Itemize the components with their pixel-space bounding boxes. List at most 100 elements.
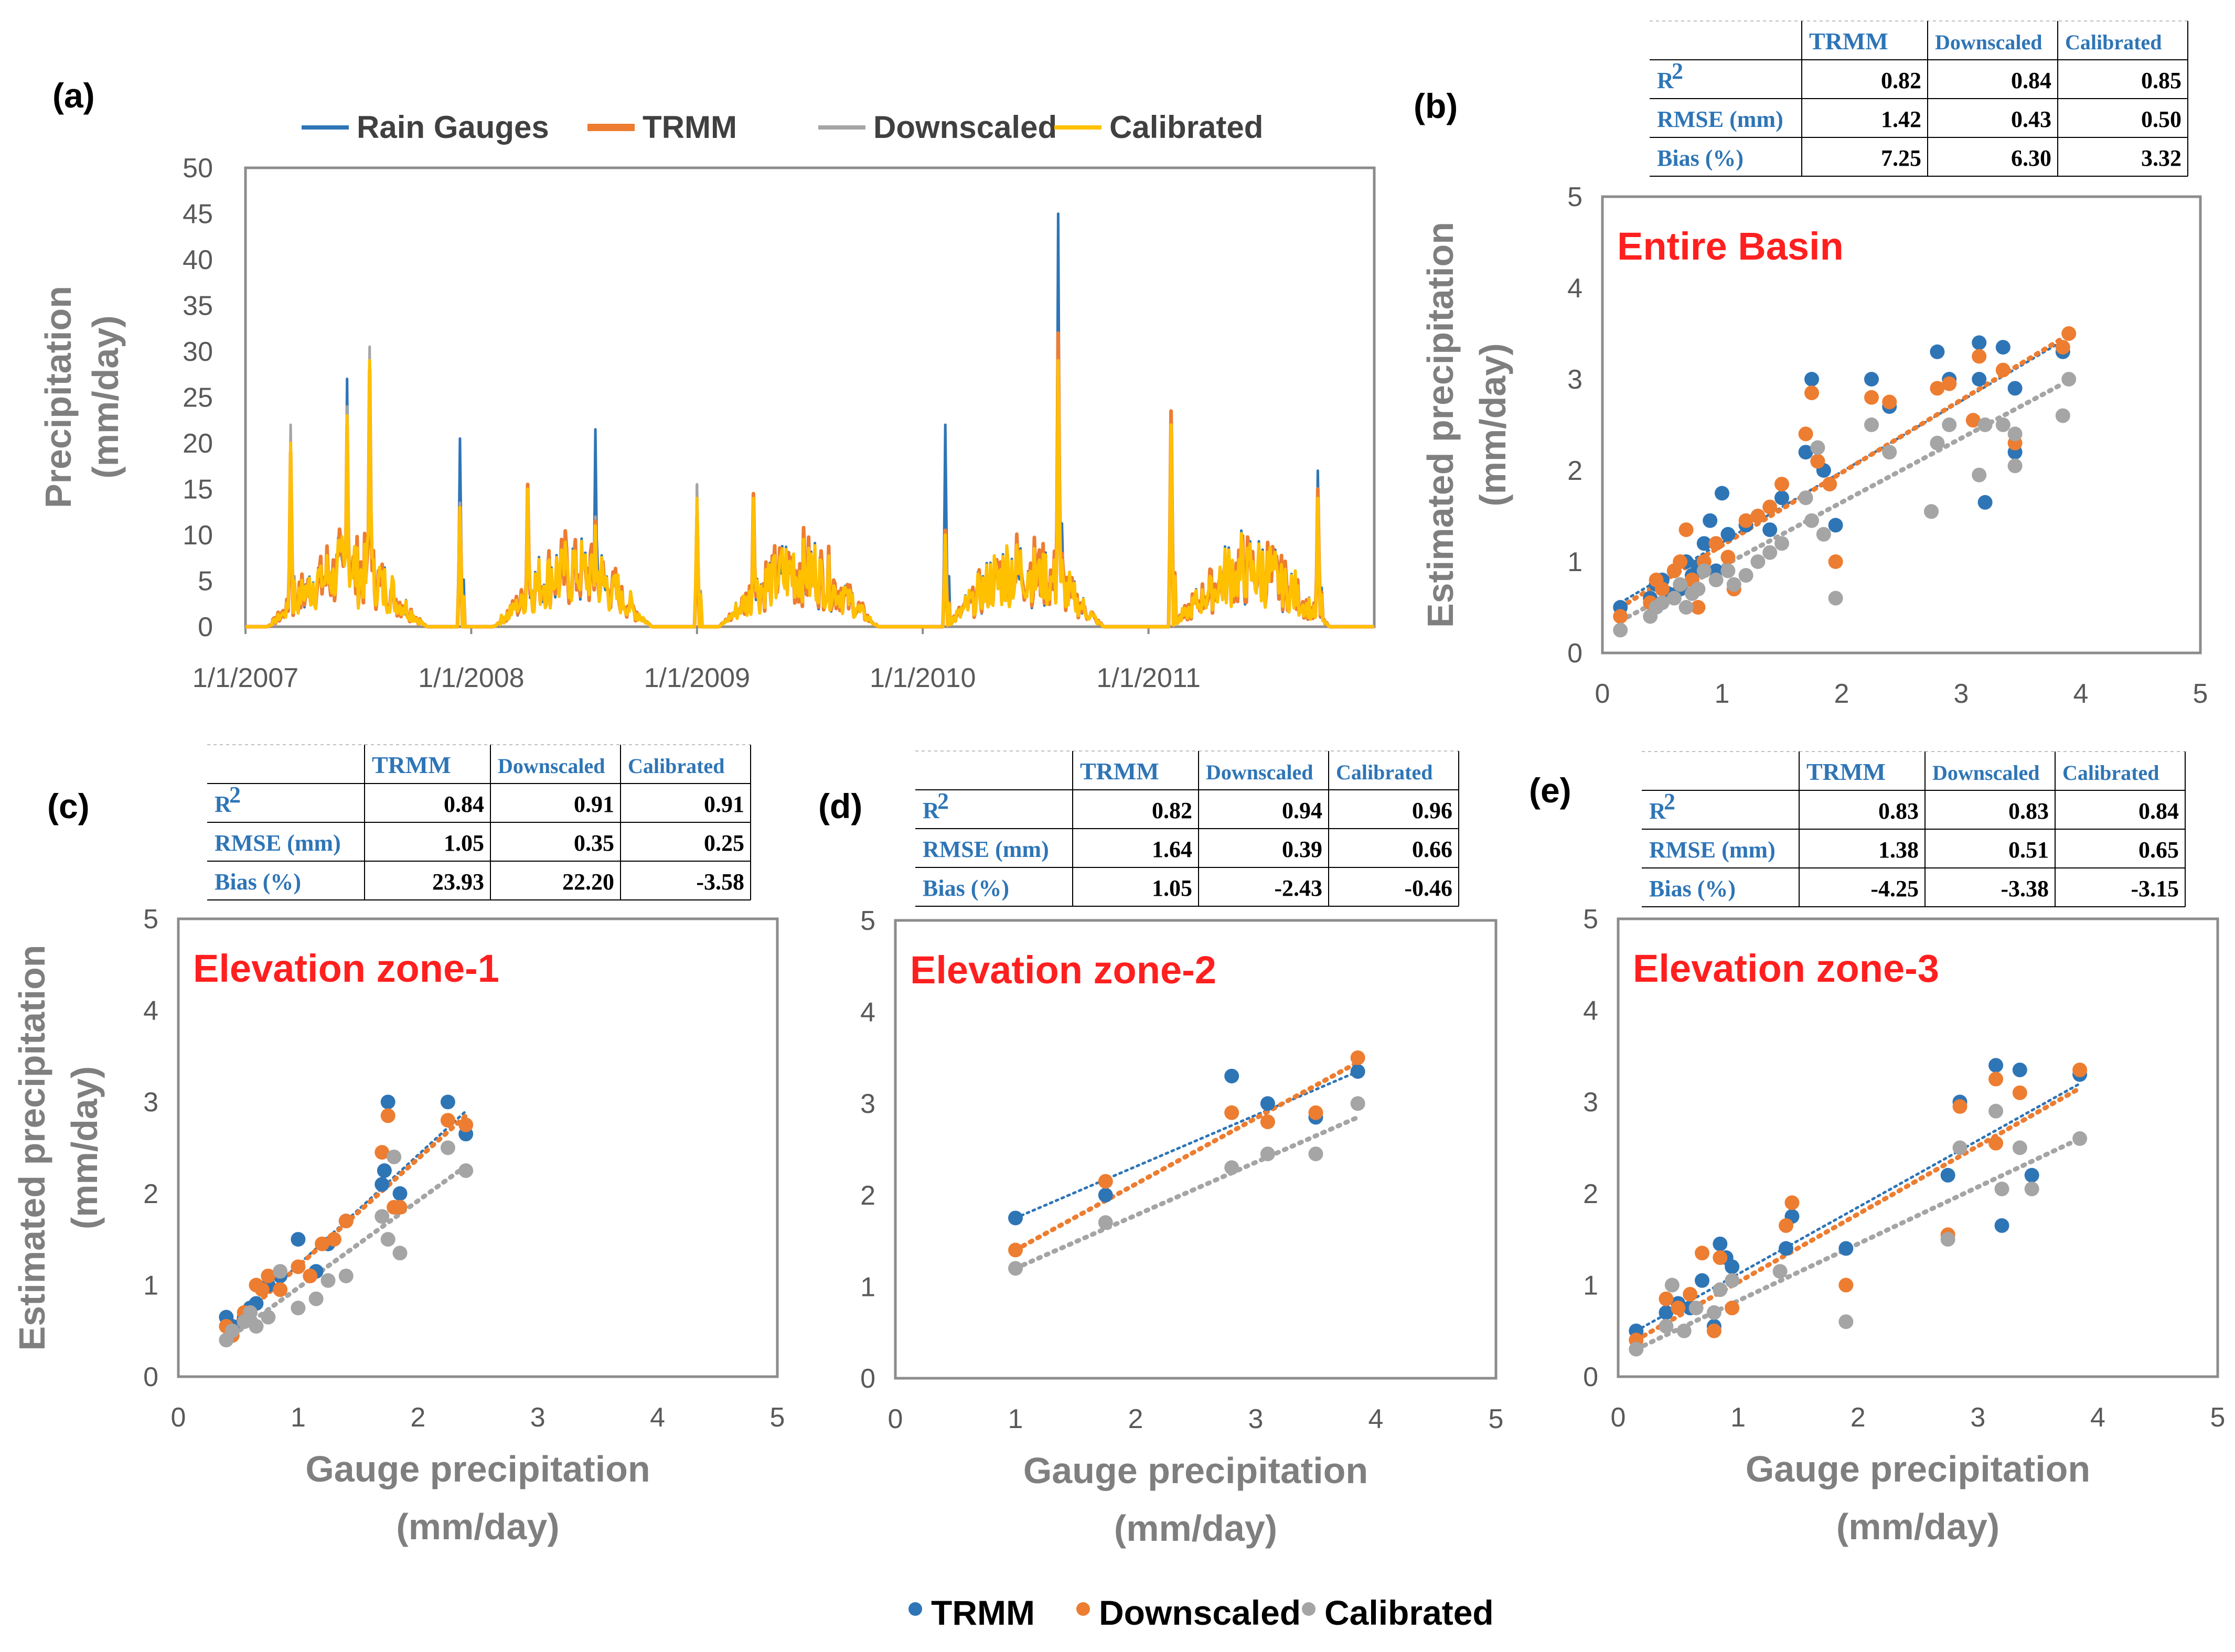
point-calibrated [1762, 545, 1778, 560]
point-calibrated [1828, 591, 1843, 606]
table-header: Downscaled [498, 754, 605, 778]
point-downscaled [1725, 1301, 1740, 1316]
point-calibrated [291, 1301, 306, 1316]
point-calibrated [1804, 513, 1819, 528]
table-header: TRMM [372, 752, 451, 778]
table-header: Downscaled [1206, 760, 1313, 784]
point-calibrated [1882, 445, 1897, 460]
point-calibrated [1224, 1160, 1239, 1175]
trendline-trmm [1014, 1070, 1360, 1219]
point-calibrated [2012, 1140, 2027, 1155]
point-downscaled [2061, 326, 2077, 341]
y-tick-label: 0 [860, 1364, 875, 1394]
point-trmm [1725, 1259, 1740, 1274]
y-axis-title-line: Estimated precipitation [1420, 222, 1461, 628]
x-tick-label: 4 [1368, 1404, 1384, 1434]
point-calibrated [1994, 1182, 2009, 1197]
x-tick-label: 1 [1715, 679, 1730, 709]
y-axis-title-line: (mm/day) [85, 315, 126, 478]
table-cell: 0.65 [2138, 837, 2179, 863]
point-trmm [1995, 340, 2011, 355]
point-calibrated [1659, 1318, 1674, 1334]
x-axis-title-line: (mm/day) [1114, 1508, 1277, 1549]
table-row-label: Bias (%) [923, 875, 1009, 901]
point-trmm [1838, 1241, 1854, 1256]
y-tick-label: 5 [143, 904, 158, 935]
point-trmm [375, 1177, 390, 1192]
point-downscaled [261, 1268, 276, 1283]
legend-label: Downscaled [1099, 1593, 1301, 1632]
point-downscaled [1673, 554, 1688, 569]
point-downscaled [1804, 385, 1819, 401]
point-downscaled [1713, 1250, 1728, 1265]
x-tick-label: 0 [1611, 1402, 1626, 1433]
table-header: Calibrated [628, 754, 724, 778]
point-downscaled [1720, 550, 1736, 565]
point-downscaled [273, 1282, 288, 1297]
point-downscaled [392, 1199, 408, 1215]
table-row-label: R [1649, 798, 1666, 824]
point-calibrated [1864, 417, 1879, 432]
point-calibrated [224, 1323, 240, 1338]
table-cell: -3.15 [2131, 876, 2179, 902]
y-tick-label: 20 [183, 428, 213, 459]
table-header: TRMM [1080, 758, 1159, 785]
point-calibrated [2007, 458, 2023, 474]
point-calibrated [273, 1264, 288, 1279]
x-tick-label: 5 [2210, 1402, 2226, 1433]
trendline-calibrated [1013, 1114, 1361, 1271]
x-tick-label: 1/1/2007 [193, 663, 298, 693]
table-cell: 7.25 [1881, 145, 1921, 171]
region-title: Elevation zone-3 [1633, 947, 1939, 990]
table-cell: 0.35 [574, 830, 614, 856]
y-tick-label: 3 [1583, 1087, 1598, 1118]
table-row-label: RMSE (mm) [1649, 837, 1776, 863]
point-downscaled [1691, 600, 1706, 615]
point-trmm [1696, 536, 1712, 551]
table-header: Calibrated [2065, 30, 2162, 54]
point-downscaled [1810, 454, 1825, 469]
table-cell: 0.51 [2008, 837, 2049, 863]
point-downscaled [1952, 1099, 1967, 1114]
x-tick-label: 2 [1851, 1402, 1866, 1433]
y-tick-label: 30 [183, 337, 213, 367]
plot-area [177, 917, 779, 1378]
point-downscaled [1224, 1105, 1239, 1120]
point-calibrated [1940, 1232, 1955, 1247]
point-downscaled [1260, 1114, 1275, 1130]
table-cell: 1.64 [1152, 836, 1192, 862]
point-downscaled [1098, 1174, 1113, 1189]
point-downscaled [1655, 582, 1670, 597]
panel-label: (b) [1414, 87, 1458, 125]
y-tick-label: 5 [198, 566, 213, 597]
point-calibrated [1713, 1282, 1728, 1297]
point-calibrated [2055, 408, 2070, 423]
point-downscaled [1750, 509, 1766, 523]
point-trmm [1930, 344, 1945, 359]
point-calibrated [1655, 595, 1670, 610]
y-tick-label: 3 [143, 1087, 158, 1118]
y-tick-label: 4 [143, 996, 158, 1026]
x-tick-label: 0 [888, 1404, 903, 1434]
x-tick-label: 0 [1595, 679, 1610, 709]
region-title: Entire Basin [1617, 224, 1844, 268]
x-tick-label: 5 [2193, 679, 2208, 709]
point-trmm [1720, 527, 1736, 542]
point-calibrated [1930, 435, 1945, 450]
point-downscaled [1972, 349, 1987, 364]
point-downscaled [291, 1259, 306, 1274]
y-tick-label: 3 [1567, 364, 1582, 395]
point-downscaled [1882, 394, 1897, 410]
y-tick-label: 1 [1567, 547, 1582, 577]
y-tick-label: 45 [183, 199, 213, 230]
point-calibrated [2024, 1182, 2039, 1197]
x-tick-label: 1/1/2008 [418, 663, 524, 693]
point-trmm [2024, 1167, 2039, 1183]
point-downscaled [254, 1282, 270, 1297]
table-row-label: RMSE (mm) [215, 830, 341, 856]
x-tick-label: 4 [650, 1402, 665, 1433]
table-cell: 6.30 [2011, 145, 2051, 171]
trendline-trmm [1634, 1082, 2081, 1333]
